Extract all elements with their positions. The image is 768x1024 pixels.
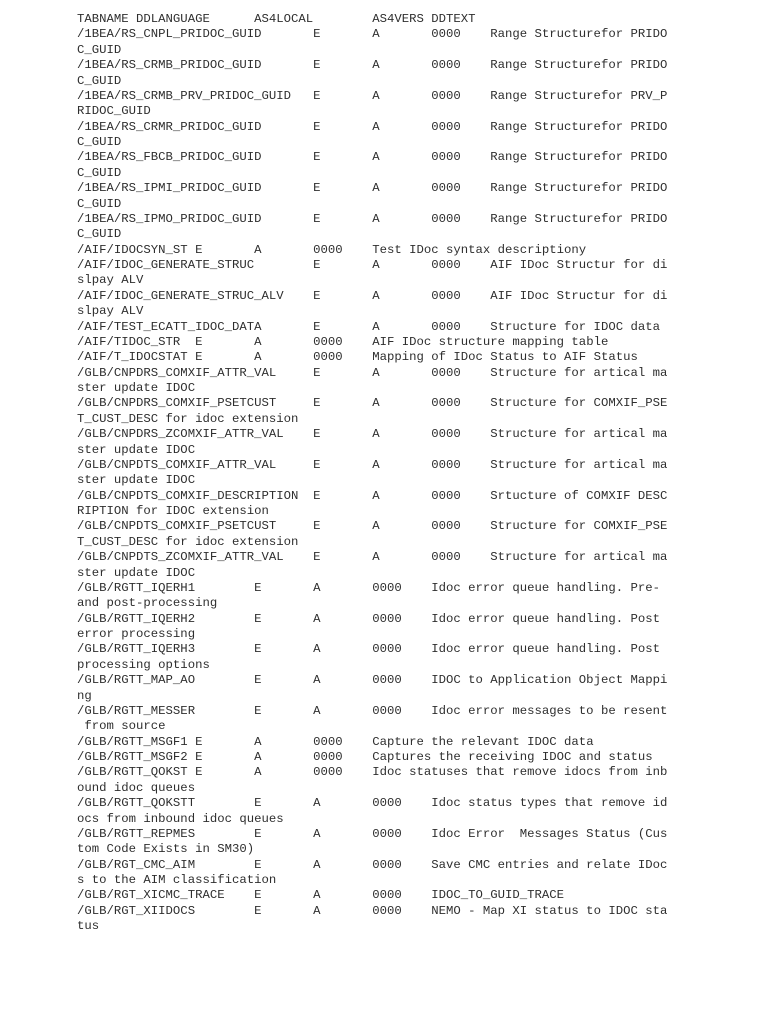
text-line: /1BEA/RS_IPMO_PRIDOC_GUID E A 0000 Range… [77, 211, 668, 226]
table-header-line: TABNAME DDLANGUAGE AS4LOCAL AS4VERS DDTE… [77, 12, 476, 26]
text-line: C_GUID [77, 227, 122, 242]
text-line: /GLB/RGTT_QOKST E A 0000 Idoc statuses t… [77, 765, 668, 780]
text-line: /GLB/RGTT_MSGF1 E A 0000 Capture the rel… [77, 734, 594, 749]
text-line: /1BEA/RS_FBCB_PRIDOC_GUID E A 0000 Range… [77, 150, 668, 165]
text-line: slpay ALV [77, 273, 144, 288]
text-line: /GLB/RGTT_MSGF2 E A 0000 Captures the re… [77, 750, 653, 764]
text-line: C_GUID [77, 135, 122, 149]
text-line: tom Code Exists in SM30) [77, 842, 255, 857]
text-line: /GLB/CNPDRS_ZCOMXIF_ATTR_VAL E A 0000 St… [77, 427, 668, 442]
text-line: /GLB/CNPDTS_COMXIF_PSETCUST E A 0000 Str… [77, 519, 668, 534]
text-line: processing options [77, 657, 210, 672]
text-line: /GLB/RGTT_MESSER E A 0000 Idoc error mes… [77, 703, 668, 718]
text-line: ster update IDOC [77, 473, 196, 488]
text-line: /GLB/CNPDRS_COMXIF_PSETCUST E A 0000 Str… [77, 396, 668, 411]
text-line: /AIF/TEST_ECATT_IDOC_DATA E A 0000 Struc… [77, 319, 660, 334]
text-line: ster update IDOC [77, 381, 196, 395]
text-line: /GLB/RGTT_QOKSTT E A 0000 Idoc status ty… [77, 796, 668, 811]
text-line: C_GUID [77, 196, 122, 211]
text-line: and post-processing [77, 596, 218, 611]
text-line: /1BEA/RS_CRMB_PRV_PRIDOC_GUID E A 0000 R… [77, 88, 668, 103]
text-line: RIDOC_GUID [77, 104, 151, 119]
text-line: /GLB/RGTT_MAP_AO E A 0000 IDOC to Applic… [77, 673, 668, 688]
text-line: /1BEA/RS_IPMI_PRIDOC_GUID E A 0000 Range… [77, 181, 668, 196]
text-line: /GLB/CNPDTS_COMXIF_ATTR_VAL E A 0000 Str… [77, 457, 668, 472]
text-line: error processing [77, 627, 196, 641]
text-line: slpay ALV [77, 304, 144, 319]
text-line: /GLB/CNPDTS_COMXIF_DESCRIPTION E A 0000 … [77, 488, 668, 503]
text-line: ster update IDOC [77, 565, 196, 580]
text-line: ocs from inbound idoc queues [77, 811, 284, 826]
text-line: /AIF/TIDOC_STR E A 0000 AIF IDoc structu… [77, 334, 609, 349]
text-line: /AIF/T_IDOCSTAT E A 0000 Mapping of IDoc… [77, 350, 638, 365]
text-line: tus [77, 919, 100, 934]
text-line: /AIF/IDOC_GENERATE_STRUC E A 0000 AIF ID… [77, 258, 668, 272]
text-line: /1BEA/RS_CRMR_PRIDOC_GUID E A 0000 Range… [77, 119, 668, 134]
text-line: /GLB/RGTT_IQERH3 E A 0000 Idoc error que… [77, 642, 660, 657]
text-line: ound idoc queues [77, 780, 196, 795]
text-line: /AIF/IDOCSYN_ST E A 0000 Test IDoc synta… [77, 242, 587, 257]
text-line: C_GUID [77, 42, 122, 57]
text-line: RIPTION for IDOC extension [77, 504, 269, 518]
text-line: /GLB/RGT_CMC_AIM E A 0000 Save CMC entri… [77, 857, 668, 872]
text-line: /GLB/RGT_XIIDOCS E A 0000 NEMO - Map XI … [77, 903, 668, 918]
text-line: /1BEA/RS_CRMB_PRIDOC_GUID E A 0000 Range… [77, 58, 668, 73]
text-line: C_GUID [77, 73, 122, 88]
text-line: /GLB/RGTT_REPMES E A 0000 Idoc Error Mes… [77, 826, 668, 841]
text-line: /1BEA/RS_CNPL_PRIDOC_GUID E A 0000 Range… [77, 27, 668, 42]
text-line: C_GUID [77, 165, 122, 180]
text-line: ng [77, 688, 92, 703]
text-line: ster update IDOC [77, 442, 196, 457]
text-line: T_CUST_DESC for idoc extension [77, 534, 299, 549]
text-line: /GLB/CNPDRS_COMXIF_ATTR_VAL E A 0000 Str… [77, 365, 668, 380]
document-text: TABNAME DDLANGUAGE AS4LOCAL AS4VERS DDTE… [77, 12, 667, 935]
text-line: /GLB/RGTT_IQERH1 E A 0000 Idoc error que… [77, 580, 660, 595]
text-line: /AIF/IDOC_GENERATE_STRUC_ALV E A 0000 AI… [77, 288, 668, 303]
text-line: /GLB/RGT_XICMC_TRACE E A 0000 IDOC_TO_GU… [77, 888, 565, 903]
text-line: from source [77, 719, 166, 734]
text-line: /GLB/RGTT_IQERH2 E A 0000 Idoc error que… [77, 611, 660, 626]
text-line: /GLB/CNPDTS_ZCOMXIF_ATTR_VAL E A 0000 St… [77, 550, 668, 565]
text-line: T_CUST_DESC for idoc extension [77, 411, 299, 426]
text-line: s to the AIM classification [77, 873, 277, 887]
